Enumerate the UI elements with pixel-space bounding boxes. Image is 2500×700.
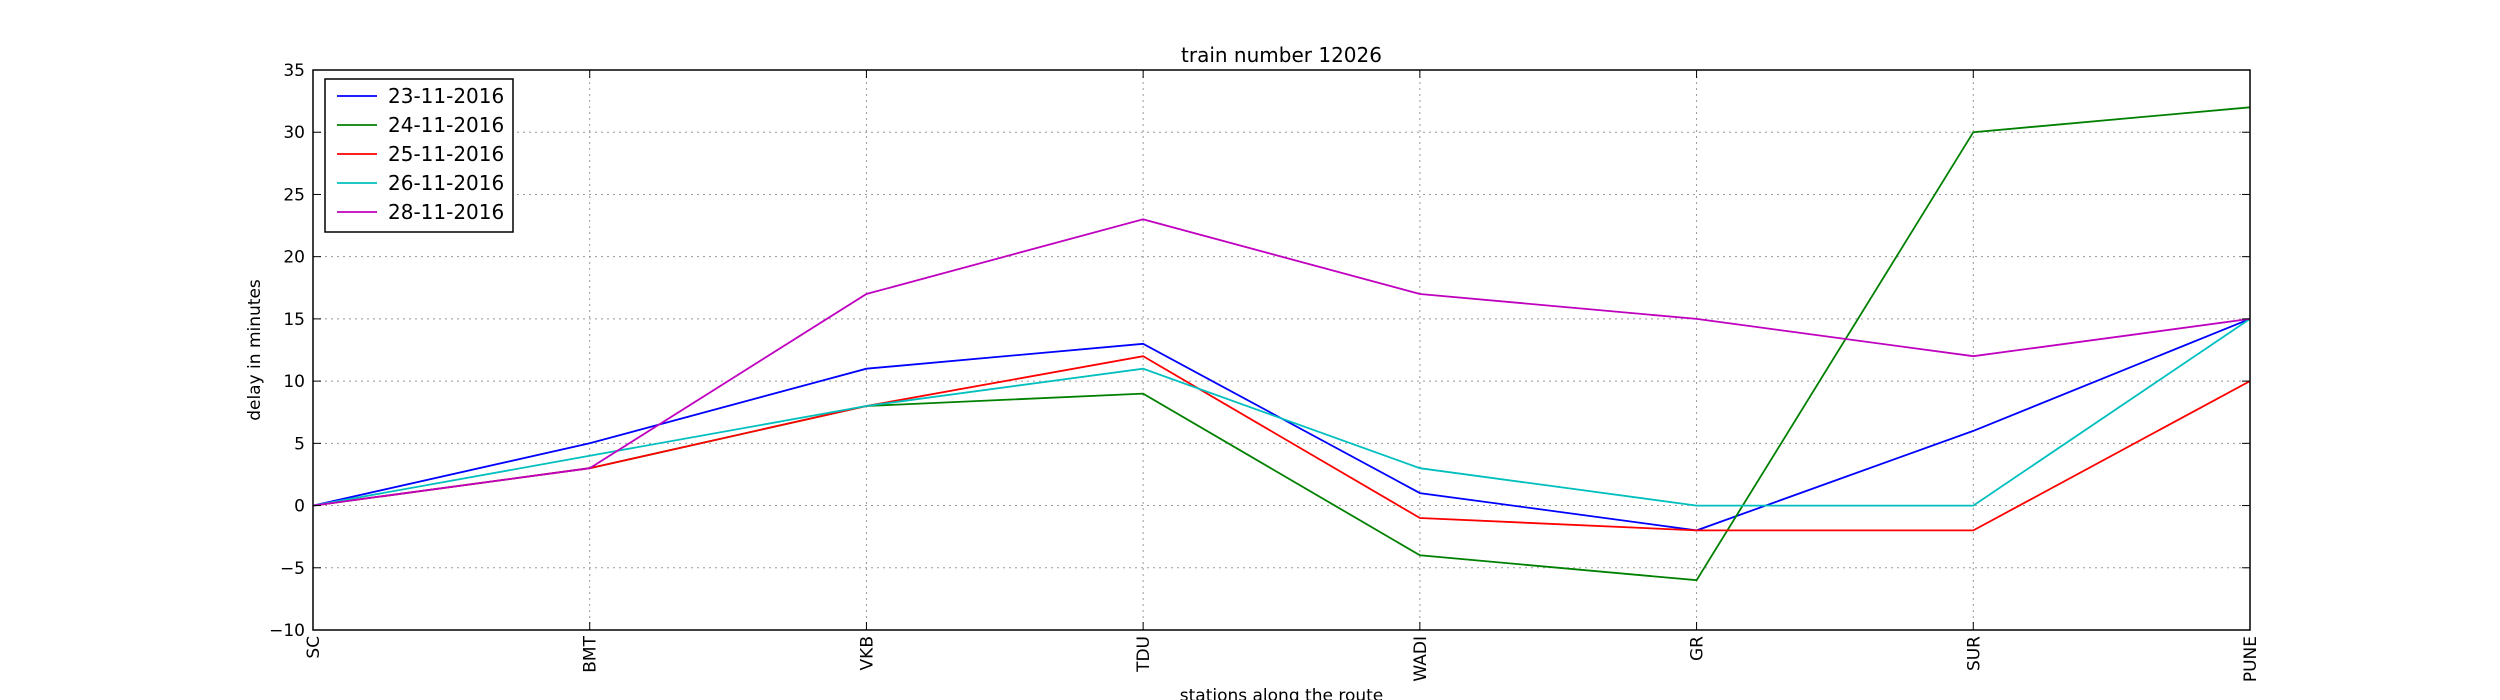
legend-label: 26-11-2016 (388, 171, 504, 195)
legend: 23-11-2016 24-11-2016 25-11-2016 26-11-2016… (324, 78, 514, 233)
x-tick-label: VKB (857, 636, 877, 670)
legend-label: 24-11-2016 (388, 113, 504, 137)
y-tick-label: −10 (269, 621, 305, 641)
plot-frame (312, 69, 2251, 631)
series-line-25-11-2016 (312, 355, 2251, 532)
y-tick-label: 5 (294, 434, 305, 454)
y-tick-label: 25 (283, 185, 305, 205)
y-tick-label: 0 (294, 497, 305, 517)
y-tick-label: 30 (283, 123, 305, 143)
chart-title: train number 12026 (1181, 43, 1382, 67)
series-lines (312, 106, 2251, 582)
x-axis-ticks: SC BMT VKB TDU WADI GR SUR PUNE (304, 70, 2261, 682)
legend-label: 28-11-2016 (388, 200, 504, 224)
y-axis-label: delay in minutes (245, 279, 265, 421)
x-tick-label: GR (1688, 636, 1708, 661)
x-tick-label: SC (304, 636, 324, 659)
series-line-26-11-2016 (312, 318, 2251, 507)
series-line-28-11-2016 (312, 218, 2251, 507)
legend-box (324, 78, 514, 233)
y-tick-label: −5 (280, 559, 305, 579)
series-line-24-11-2016 (312, 106, 2251, 582)
legend-label: 25-11-2016 (388, 142, 504, 166)
x-axis-label: stations along the route (1180, 686, 1384, 700)
legend-label: 23-11-2016 (388, 84, 504, 108)
x-tick-label: BMT (581, 635, 601, 672)
x-tick-label: TDU (1134, 636, 1154, 673)
y-tick-label: 35 (283, 61, 305, 81)
y-tick-label: 10 (283, 372, 305, 392)
y-tick-label: 20 (283, 248, 305, 268)
x-tick-label: WADI (1411, 636, 1431, 682)
x-tick-label: SUR (1964, 636, 1984, 671)
x-tick-label: PUNE (2241, 636, 2261, 682)
y-tick-label: 15 (283, 310, 305, 330)
y-axis-ticks: −10 −5 0 5 10 15 20 25 30 35 (269, 61, 2250, 641)
series-line-23-11-2016 (312, 318, 2251, 532)
